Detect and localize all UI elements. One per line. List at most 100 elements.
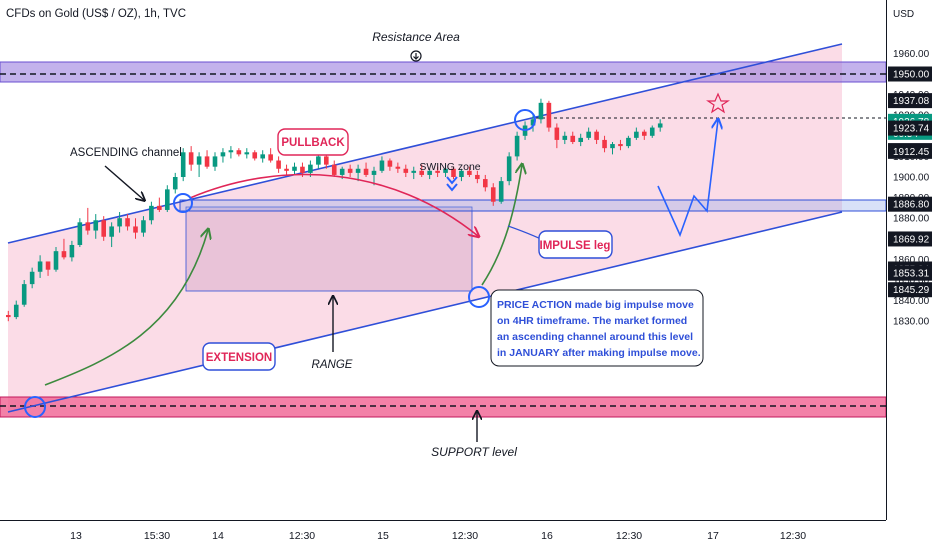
resistance-down-icon <box>410 50 422 62</box>
candle-body <box>562 135 568 140</box>
support-band <box>0 396 887 418</box>
price-label-value: 1937.08 <box>893 96 930 107</box>
target-star-icon <box>706 92 730 114</box>
candle-body <box>276 160 281 169</box>
price-label-value: 1950.00 <box>893 70 930 81</box>
candle-body <box>419 170 424 175</box>
candle-body <box>157 205 162 210</box>
candle-body <box>77 222 83 245</box>
price-label-bg <box>888 66 932 82</box>
x-tick-label: 12:30 <box>289 530 315 542</box>
y-tick-label: 1960.00 <box>893 49 930 60</box>
candle-body <box>427 170 432 175</box>
candle-body <box>451 168 456 177</box>
candle-body <box>125 218 130 227</box>
candle-body <box>21 284 27 305</box>
pullback-box <box>277 128 349 156</box>
note-line-3: an ascending channel around this level <box>497 331 693 343</box>
x-tick-label: 12:30 <box>616 530 642 542</box>
candle-body <box>300 166 305 173</box>
price-label-value: 1869.92 <box>893 234 930 245</box>
impulse-arrow <box>481 165 522 286</box>
candle-body <box>188 152 194 165</box>
y-tick-label: 1860.00 <box>893 255 930 266</box>
y-tick-label: 1880.00 <box>893 214 930 225</box>
candle-body <box>379 160 385 171</box>
candle-body <box>594 131 599 140</box>
candle-body <box>578 137 583 142</box>
ascending-channel-label: ASCENDING channel <box>70 147 182 159</box>
candle-body <box>29 271 35 285</box>
resistance-down-arrow <box>413 53 419 60</box>
touch-circle-1 <box>173 193 193 213</box>
candle-body <box>149 205 154 221</box>
candle-body <box>649 127 655 136</box>
candle-body <box>93 220 99 231</box>
candle-body <box>204 156 210 167</box>
x-tick-label: 13 <box>70 530 82 542</box>
price-label-value: 1923.74 <box>893 124 930 135</box>
candle-body <box>355 168 361 173</box>
ascending-pointer-arrow <box>104 165 144 200</box>
candle-body <box>244 152 250 155</box>
pullback-arrow <box>189 173 478 236</box>
y-tick-label: 1840.00 <box>893 296 930 307</box>
candle-body <box>13 304 19 318</box>
x-tick-label: 16 <box>541 530 553 542</box>
channel-upper-line <box>7 43 843 244</box>
note-line-4: in JANUARY after making impulse move. <box>497 347 701 359</box>
candle-body <box>228 150 234 153</box>
candle-body <box>37 261 43 272</box>
range-label: RANGE <box>312 359 353 371</box>
extension-label: EXTENSION <box>206 352 272 364</box>
candle-body <box>570 135 576 142</box>
candle-body <box>109 226 114 237</box>
candle-body <box>61 251 67 258</box>
channel-lower-line <box>7 211 843 413</box>
candle-body <box>387 160 393 167</box>
candle-body <box>339 168 345 175</box>
price-label-bg <box>888 93 932 109</box>
candle-body <box>642 131 647 136</box>
candle-body <box>196 156 202 165</box>
range-zone <box>185 206 473 292</box>
x-tick-label: 17 <box>707 530 719 542</box>
x-tick-label: 15 <box>377 530 389 542</box>
candle-body <box>180 152 186 177</box>
candle-body <box>220 152 226 157</box>
candle-body <box>316 156 321 165</box>
note-line-1: PRICE ACTION made big impulse move <box>497 299 694 311</box>
price-label-value: 1853.31 <box>893 269 930 280</box>
candle-body <box>284 168 289 171</box>
extension-arrow <box>44 230 208 386</box>
price-label-bg <box>888 143 932 159</box>
swing-zone-band <box>179 199 887 212</box>
swing-zone-label: SWING zone <box>419 161 480 173</box>
candle-body <box>371 170 377 175</box>
candle-body <box>85 222 91 231</box>
price-label-bg <box>888 196 932 212</box>
price-label-value: 1886.80 <box>893 200 930 211</box>
price-label-value: 1912.45 <box>893 147 930 158</box>
price-label-bg <box>888 265 932 281</box>
impulse-box <box>538 230 613 259</box>
candle-body <box>133 226 138 233</box>
touch-circle-4 <box>468 286 490 308</box>
candle-body <box>308 164 313 173</box>
candle-body <box>117 218 122 227</box>
candle-body <box>618 144 623 147</box>
candle-body <box>490 187 496 202</box>
candle-body <box>172 177 178 190</box>
candle-body <box>45 261 51 270</box>
candle-body <box>101 220 106 237</box>
candle-body <box>324 156 329 165</box>
price-label-bg <box>888 120 932 136</box>
candle-body <box>363 168 369 175</box>
candle-body <box>395 166 401 169</box>
candle-body <box>403 168 409 173</box>
support-label: SUPPORT level <box>431 445 517 459</box>
candle-body <box>236 150 242 155</box>
candle-body <box>610 144 615 149</box>
candle-body <box>506 156 512 182</box>
